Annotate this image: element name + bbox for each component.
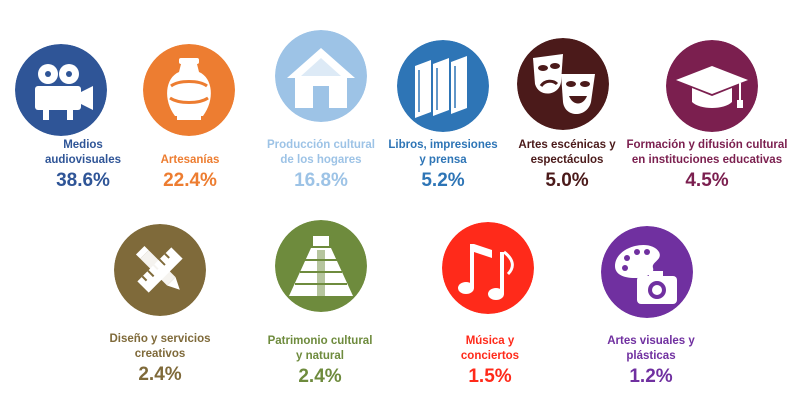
item-value: 4.5% <box>685 170 729 191</box>
circle-libros <box>397 40 489 132</box>
palette-camera-icon <box>601 226 693 318</box>
pencil-ruler-icon <box>114 224 206 316</box>
item-value: 38.6% <box>56 170 110 191</box>
item-value: 5.0% <box>545 170 589 191</box>
circle-medios <box>15 44 107 136</box>
circle-hogares <box>275 30 367 122</box>
item-label: Diseño y servicios creativos <box>109 333 211 360</box>
books-icon <box>397 40 489 132</box>
item-value: 16.8% <box>294 170 348 191</box>
item-label: Patrimonio cultural y natural <box>267 335 373 362</box>
music-notes-icon <box>442 222 534 314</box>
circle-patrimonio <box>275 220 367 312</box>
item-value: 2.4% <box>138 364 182 385</box>
item-value: 1.2% <box>629 366 673 387</box>
circle-escenicas <box>517 38 609 130</box>
film-camera-icon <box>15 44 107 136</box>
circle-formacion <box>666 40 758 132</box>
item-value: 5.2% <box>421 170 465 191</box>
house-icon <box>275 30 367 122</box>
item-value: 2.4% <box>298 366 342 387</box>
graduation-cap-icon <box>666 40 758 132</box>
item-label: Producción cultural de los hogares <box>267 139 375 166</box>
item-value: 1.5% <box>468 366 512 387</box>
item-label: Artesanías <box>160 154 220 166</box>
circle-diseno <box>114 224 206 316</box>
item-label: Formación y difusión cultural en institu… <box>626 139 788 166</box>
theater-masks-icon <box>517 38 609 130</box>
item-label: Artes visuales y plásticas <box>607 335 695 362</box>
circle-artesanias <box>143 44 235 136</box>
circle-musica <box>442 222 534 314</box>
vase-icon <box>143 44 235 136</box>
item-label: Música y conciertos <box>460 335 520 362</box>
pyramid-icon <box>275 220 367 312</box>
item-label: Medios audiovisuales <box>44 139 122 166</box>
item-label: Libros, impresiones y prensa <box>388 139 498 166</box>
circle-visuales <box>601 226 693 318</box>
item-value: 22.4% <box>163 170 217 191</box>
item-label: Artes escénicas y espectáculos <box>518 139 616 166</box>
